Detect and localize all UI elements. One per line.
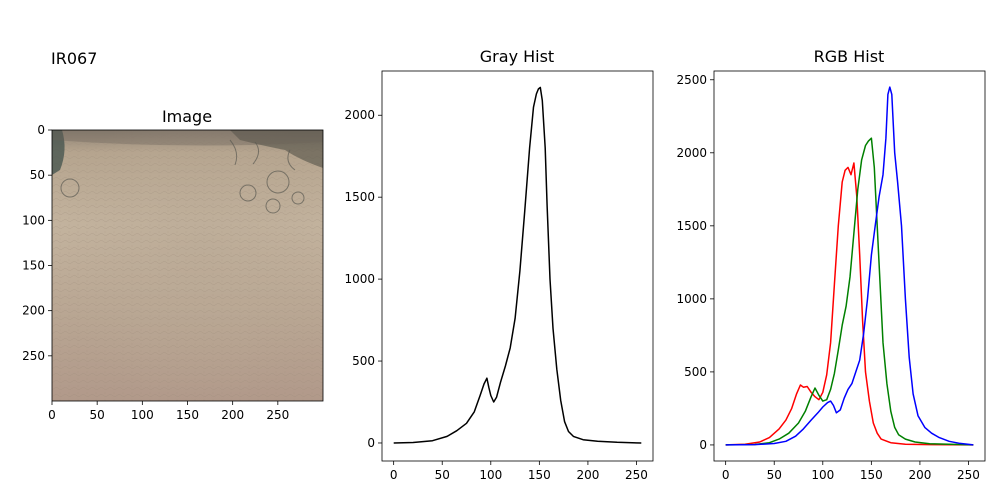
image-ytick-label: 0 (37, 123, 45, 137)
rgb-hist-xtick-label: 100 (811, 468, 834, 482)
rgb-hist-xtick-label: 150 (860, 468, 883, 482)
image-xtick-label: 0 (48, 408, 56, 422)
gray-hist-xtick-label: 150 (528, 468, 551, 482)
image-ytick-label: 200 (22, 304, 45, 318)
figure-title: IR067 (51, 49, 97, 68)
rgb-hist-title: RGB Hist (814, 47, 885, 66)
image-xtick-label: 200 (221, 408, 244, 422)
gray-hist-xtick-label: 50 (435, 468, 450, 482)
gray-hist-xtick-label: 100 (479, 468, 502, 482)
image-xtick-label: 150 (176, 408, 199, 422)
rgb-hist-ytick-label: 2500 (676, 73, 707, 87)
image-xtick-label: 100 (131, 408, 154, 422)
rgb-hist-ytick-label: 500 (684, 365, 707, 379)
gray-hist-ytick-label: 1000 (344, 272, 375, 286)
rgb-hist-series-line-0 (725, 162, 974, 446)
gray-hist-ytick-label: 500 (352, 354, 375, 368)
gray-hist-panel: Gray Hist 0 50 100 150 200 250 0 500 1000 1500 200… (344, 47, 654, 482)
rgb-hist-ytick-label: 0 (699, 438, 707, 452)
rgb-hist-series-line-1 (725, 137, 974, 446)
gray-hist-ytick-label: 2000 (344, 108, 375, 122)
rgb-hist-ytick-label: 2000 (676, 146, 707, 160)
gray-hist-xtick-label: 200 (576, 468, 599, 482)
image-xtick-label: 250 (266, 408, 289, 422)
rgb-hist-xtick-label: 0 (722, 468, 730, 482)
gray-hist-title: Gray Hist (480, 47, 554, 66)
skin-image (52, 130, 323, 401)
gray-hist-ytick-label: 0 (367, 436, 375, 450)
rgb-hist-xtick-label: 50 (767, 468, 782, 482)
image-ytick-label: 50 (30, 168, 45, 182)
image-title: Image (162, 107, 212, 126)
rgb-hist-panel: RGB Hist 0 50 100 150 200 2500500100015002000… (676, 47, 986, 482)
rgb-hist-series-line-2 (725, 86, 974, 446)
image-ytick-label: 100 (22, 213, 45, 227)
rgb-hist-xtick-label: 200 (908, 468, 931, 482)
rgb-hist-ytick-label: 1000 (676, 292, 707, 306)
rgb-hist-ytick-label: 1500 (676, 219, 707, 233)
gray-hist-series-line-0 (393, 86, 642, 444)
image-ytick-label: 150 (22, 259, 45, 273)
image-panel: Image 0 50 100 150 200 250 0 50 100 150 200 250 (22, 107, 324, 422)
gray-hist-xtick-label: 250 (625, 468, 648, 482)
image-ytick-label: 250 (22, 349, 45, 363)
image-xtick-label: 50 (90, 408, 105, 422)
rgb-hist-xtick-label: 250 (957, 468, 980, 482)
gray-hist-xtick-label: 0 (390, 468, 398, 482)
gray-hist-ytick-label: 1500 (344, 190, 375, 204)
